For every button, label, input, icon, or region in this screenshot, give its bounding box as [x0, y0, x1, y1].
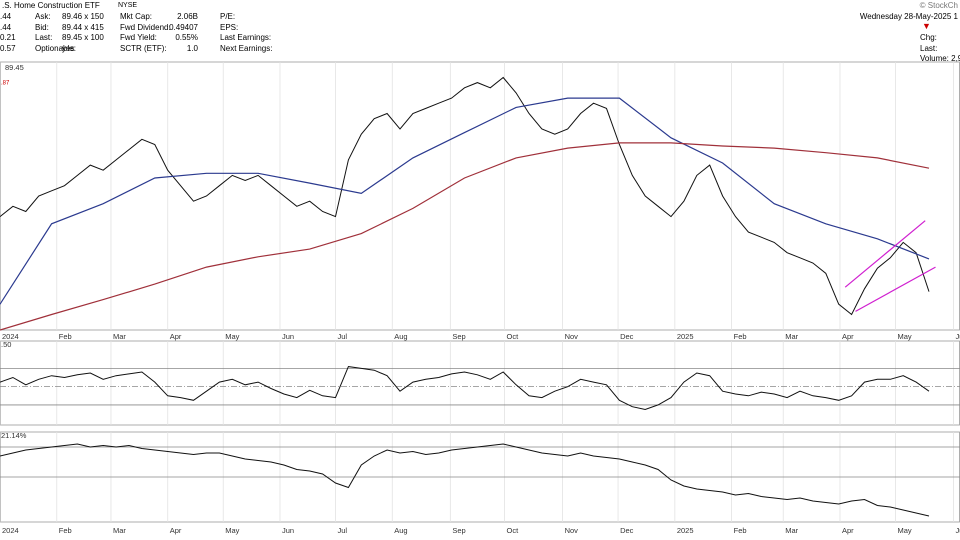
- x-tick-label: Apr: [842, 526, 854, 535]
- x-tick-label: May: [225, 332, 239, 341]
- x-tick-label: Apr: [170, 526, 182, 535]
- quote-label: Optionable:: [35, 43, 76, 53]
- x-tick-label: Feb: [59, 332, 72, 341]
- stat-value: 0.49407: [169, 22, 198, 32]
- x-tick-label: May: [897, 332, 911, 341]
- x-tick-label: Mar: [785, 332, 798, 341]
- price-label: 89.45: [5, 63, 24, 72]
- x-tick-label: Nov: [565, 526, 579, 535]
- quote-label: Ask:: [35, 12, 51, 21]
- x-tick-label: Jun: [956, 526, 960, 535]
- quote-value: 89.44 x 415: [62, 22, 104, 32]
- series-line: [0, 97, 930, 305]
- x-tick-label: Jun: [282, 526, 294, 535]
- panel-frame: [0, 340, 960, 426]
- x-tick-label: Jul: [337, 526, 347, 535]
- right-label: Volume: 2,9: [920, 54, 960, 63]
- quote-label: Last:: [35, 33, 53, 42]
- stat-label: Fwd Dividend:: [120, 22, 171, 32]
- quote-value: yes: [62, 43, 75, 53]
- panel-frame: [0, 61, 960, 331]
- x-tick-label: Oct: [507, 526, 520, 535]
- x-tick-label: Feb: [734, 332, 747, 341]
- x-tick-label: 2025: [677, 526, 694, 535]
- stat-label: Mkt Cap:: [120, 12, 153, 21]
- sub-label: .87: [1, 81, 10, 87]
- earnings-label: Next Earnings:: [220, 43, 273, 53]
- panel-label: 21.14%: [1, 431, 27, 440]
- series-line: [0, 142, 930, 331]
- x-tick-label: 2024: [2, 332, 19, 341]
- x-tick-label: Sep: [452, 332, 465, 341]
- right-label: Chg:: [920, 33, 937, 42]
- stat-value: 1.0: [186, 43, 198, 53]
- quote-value: 89.45 x 100: [62, 33, 104, 42]
- left-value: 0.21: [0, 33, 16, 42]
- earnings-label: EPS:: [220, 22, 239, 32]
- left-value: .44: [0, 12, 12, 21]
- down-arrow: ▼: [922, 21, 931, 31]
- x-tick-label: Dec: [620, 526, 634, 535]
- x-tick-label: 2025: [677, 332, 694, 341]
- left-value: .44: [0, 22, 12, 32]
- x-tick-label: Jun: [282, 332, 294, 341]
- stat-value: 0.55%: [175, 33, 198, 42]
- x-tick-label: Jul: [337, 332, 347, 341]
- x-tick-label: Aug: [394, 332, 407, 341]
- x-tick-label: Feb: [734, 526, 747, 535]
- stat-label: SCTR (ETF):: [120, 43, 167, 53]
- quote-label: Bid:: [35, 22, 49, 32]
- x-tick-label: Mar: [113, 332, 126, 341]
- x-tick-label: Apr: [170, 332, 182, 341]
- x-tick-label: Mar: [785, 526, 798, 535]
- title: .S. Home Construction ETF: [2, 1, 100, 10]
- x-tick-label: Mar: [113, 526, 126, 535]
- panel-label: .50: [1, 340, 11, 349]
- earnings-label: Last Earnings:: [220, 33, 272, 42]
- earnings-label: P/E:: [220, 12, 236, 21]
- stat-label: Fwd Yield:: [120, 33, 157, 42]
- date: Wednesday 28-May-2025 1: [859, 12, 958, 21]
- quote-value: 89.46 x 150: [62, 12, 104, 21]
- x-tick-label: Apr: [842, 332, 854, 341]
- copyright: © StockCh: [919, 1, 958, 10]
- x-tick-label: Aug: [394, 526, 407, 535]
- series-line: [844, 220, 926, 288]
- series-line: [855, 266, 936, 312]
- x-tick-label: Nov: [565, 332, 579, 341]
- x-tick-label: Dec: [620, 332, 634, 341]
- x-tick-label: Sep: [452, 526, 465, 535]
- x-tick-label: Jun: [956, 332, 960, 341]
- stat-value: 2.06B: [177, 12, 198, 21]
- x-tick-label: May: [897, 526, 911, 535]
- series-line: [0, 366, 930, 411]
- x-tick-label: Feb: [59, 526, 72, 535]
- exchange: NYSE: [118, 2, 138, 9]
- x-tick-label: 2024: [2, 526, 19, 535]
- x-tick-label: Oct: [507, 332, 520, 341]
- series-line: [0, 443, 930, 517]
- left-value: 0.57: [0, 43, 16, 53]
- series-line: [0, 76, 930, 316]
- x-tick-label: May: [225, 526, 239, 535]
- right-label: Last:: [920, 43, 938, 53]
